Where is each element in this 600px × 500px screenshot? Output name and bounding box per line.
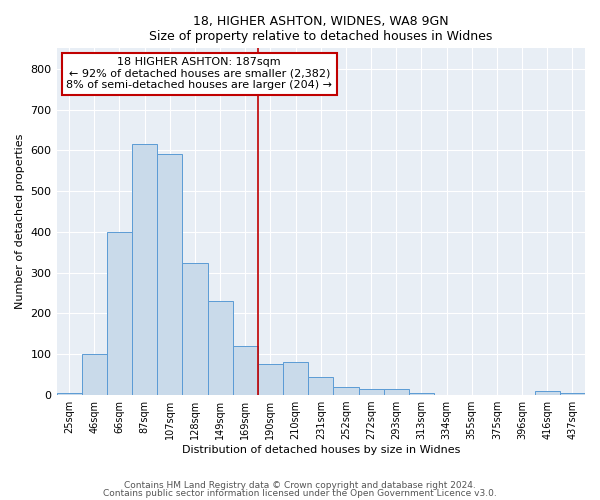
Bar [334, 387, 359, 395]
Bar [132, 144, 157, 395]
Text: 18 HIGHER ASHTON: 187sqm
← 92% of detached houses are smaller (2,382)
8% of semi: 18 HIGHER ASHTON: 187sqm ← 92% of detach… [66, 57, 332, 90]
Bar [383, 389, 409, 395]
Bar [258, 364, 283, 395]
X-axis label: Distribution of detached houses by size in Widnes: Distribution of detached houses by size … [182, 445, 460, 455]
Bar [560, 393, 585, 395]
Bar [359, 389, 383, 395]
Bar [409, 393, 434, 395]
Text: Contains public sector information licensed under the Open Government Licence v3: Contains public sector information licen… [103, 489, 497, 498]
Bar [308, 376, 334, 395]
Title: 18, HIGHER ASHTON, WIDNES, WA8 9GN
Size of property relative to detached houses : 18, HIGHER ASHTON, WIDNES, WA8 9GN Size … [149, 15, 493, 43]
Text: Contains HM Land Registry data © Crown copyright and database right 2024.: Contains HM Land Registry data © Crown c… [124, 480, 476, 490]
Bar [157, 154, 182, 395]
Y-axis label: Number of detached properties: Number of detached properties [15, 134, 25, 310]
Bar [56, 393, 82, 395]
Bar [233, 346, 258, 395]
Bar [208, 302, 233, 395]
Bar [82, 354, 107, 395]
Bar [535, 391, 560, 395]
Bar [107, 232, 132, 395]
Bar [283, 362, 308, 395]
Bar [182, 262, 208, 395]
